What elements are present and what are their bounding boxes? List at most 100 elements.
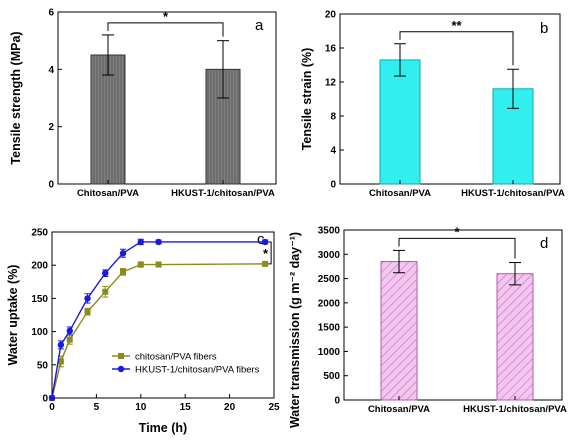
category-label: Chitosan/PVA: [369, 188, 431, 199]
data-point: [155, 238, 162, 246]
y-tick-label: 2000: [318, 298, 341, 309]
y-tick-label: 0: [42, 394, 48, 405]
plot-frame: [51, 231, 275, 399]
x-tick-label: 20: [224, 402, 236, 413]
data-point: [261, 238, 269, 246]
significance-marker: **: [451, 18, 462, 33]
bar: [496, 273, 534, 401]
y-tick-label: 0: [330, 180, 336, 191]
data-point: [102, 288, 109, 295]
x-tick-label: 10: [135, 402, 147, 413]
significance-bracket: *: [398, 224, 516, 259]
y-tick-label: 50: [37, 360, 49, 371]
y-tick-label: 6: [48, 8, 54, 19]
y-tick-label: 0: [334, 396, 340, 407]
y-tick-label: 0: [48, 180, 54, 191]
data-point: [262, 260, 269, 267]
bars: [380, 261, 534, 401]
y-tick-label: 2500: [318, 274, 341, 285]
data-point: [120, 268, 127, 275]
y-axis-label: Tensile strain (%): [300, 48, 314, 151]
data-point: [102, 269, 109, 277]
y-ticks: 0 500 1000 1500 2000 2500 3000 3500: [318, 226, 348, 407]
x-axis-label: Time (h): [139, 421, 187, 435]
x-tick-label: 15: [180, 402, 192, 413]
data-point: [66, 327, 73, 335]
y-tick-label: 100: [31, 327, 48, 338]
data-point: [119, 250, 127, 257]
panel-a: Tensile strength (MPa) a 0 2 4 6 Chitosan/P…: [9, 8, 277, 199]
category-label: Chitosan/PVA: [368, 404, 430, 415]
y-tick-label: 8: [330, 112, 336, 123]
error-bars: [102, 34, 229, 184]
data-point: [155, 261, 162, 268]
panel-label: d: [540, 235, 548, 252]
ticks: 0 50 100 150 200 250 0 5 10 15 20 25: [31, 228, 280, 414]
category-labels: Chitosan/PVA HKUST-1/chitosan/PVA: [369, 188, 565, 199]
legend-marker: [117, 365, 125, 373]
significance-marker: *: [454, 224, 460, 239]
legend-marker: [118, 353, 124, 359]
data-point: [84, 308, 91, 315]
plot-frame: [57, 11, 277, 185]
bar: [90, 54, 126, 185]
bracket-line: [399, 31, 514, 66]
y-tick-label: 20: [325, 10, 337, 21]
bracket-line: [268, 241, 272, 265]
series-lines: [48, 238, 269, 402]
y-tick-label: 3000: [318, 250, 341, 261]
y-tick-label: 16: [325, 44, 337, 55]
bars: [90, 54, 241, 185]
category-label: HKUST-1/chitosan/PVA: [463, 404, 567, 415]
data-point: [66, 336, 73, 343]
category-labels: Chitosan/PVA HKUST-1/chitosan/PVA: [368, 404, 567, 415]
data-point: [57, 358, 64, 365]
y-tick-label: 12: [325, 78, 337, 89]
error-bars: [393, 249, 521, 400]
y-tick-label: 1500: [318, 323, 341, 334]
y-tick-label: 150: [31, 294, 48, 305]
panel-b: Tensile strain (%) b 0 4 8 12 16 20 Chitosan/…: [300, 10, 565, 200]
plot-frame: [339, 13, 561, 185]
y-tick-label: 1000: [318, 347, 341, 358]
y-tick-label: 2: [48, 122, 54, 133]
bar: [380, 261, 418, 401]
significance-bracket: **: [399, 18, 514, 66]
panel-d: Water transmission (g m⁻² day⁻¹) d 0 500 1…: [288, 224, 567, 428]
y-tick-label: 4: [330, 146, 336, 157]
series-line: [51, 263, 266, 399]
y-tick-label: 250: [31, 228, 48, 239]
error-bars: [394, 43, 519, 184]
panel-label: c: [257, 231, 265, 248]
significance-bracket: *: [263, 241, 272, 265]
data-point: [137, 238, 144, 246]
bracket-line: [107, 22, 224, 37]
bar: [379, 59, 421, 185]
plot-frame: [343, 229, 563, 401]
legend-label: HKUST-1/chitosan/PVA fibers: [135, 365, 260, 376]
legend: chitosan/PVA fibers HKUST-1/chitosan/PVA …: [112, 352, 260, 376]
x-tick-label: 5: [94, 402, 100, 413]
y-tick-label: 500: [323, 371, 340, 382]
data-point: [137, 261, 144, 268]
panel-label: b: [540, 20, 548, 37]
significance-marker: *: [163, 9, 169, 24]
x-tick-label: 25: [268, 402, 280, 413]
category-label: HKUST-1/chitosan/PVA: [171, 188, 275, 199]
panel-c: Water uptake (%) Time (h) c 050100150200…: [6, 228, 280, 436]
category-labels: Chitosan/PVA HKUST-1/chitosan/PVA: [77, 188, 275, 199]
category-label: Chitosan/PVA: [77, 188, 139, 199]
panel-label: a: [255, 17, 264, 34]
y-tick-label: 200: [31, 261, 48, 272]
y-axis-label: Water transmission (g m⁻² day⁻¹): [288, 232, 302, 428]
data-point: [57, 341, 65, 349]
x-tick-label: 0: [49, 402, 55, 413]
significance-bracket: *: [107, 9, 224, 37]
legend-label: chitosan/PVA fibers: [135, 352, 217, 363]
significance-marker: *: [263, 246, 269, 261]
y-tick-label: 4: [48, 65, 54, 76]
bracket-line: [398, 237, 516, 259]
y-axis-label: Tensile strength (MPa): [9, 31, 23, 164]
y-tick-label: 3500: [318, 226, 341, 237]
